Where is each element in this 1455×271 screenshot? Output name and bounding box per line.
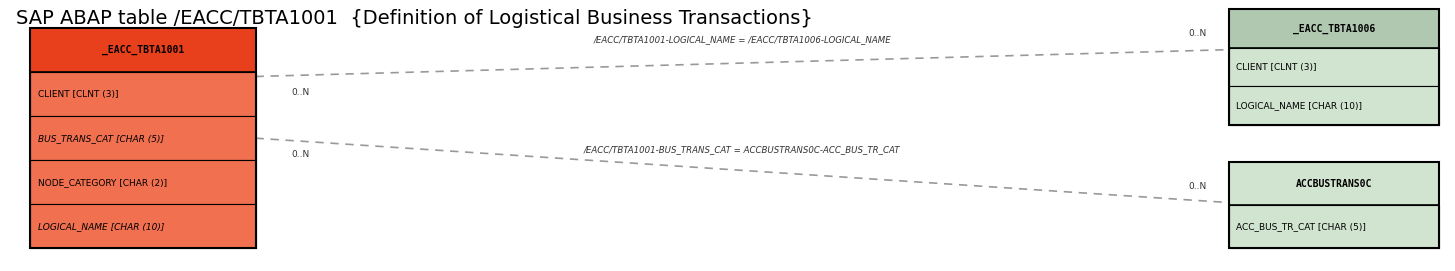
Text: CLIENT [CLNT (3)]: CLIENT [CLNT (3)] xyxy=(1235,63,1317,72)
Bar xyxy=(1228,162,1439,205)
Bar xyxy=(1228,9,1439,48)
Text: 0..N: 0..N xyxy=(292,88,310,97)
Bar xyxy=(1228,162,1439,248)
Bar xyxy=(31,116,256,160)
Text: LOGICAL_NAME [CHAR (10)]: LOGICAL_NAME [CHAR (10)] xyxy=(1235,101,1362,110)
Text: ACC_BUS_TR_CAT [CHAR (5)]: ACC_BUS_TR_CAT [CHAR (5)] xyxy=(1235,222,1366,231)
Text: /EACC/TBTA1001-LOGICAL_NAME = /EACC/TBTA1006-LOGICAL_NAME: /EACC/TBTA1001-LOGICAL_NAME = /EACC/TBTA… xyxy=(594,35,890,44)
Bar xyxy=(1228,205,1439,248)
Text: BUS_TRANS_CAT [CHAR (5)]: BUS_TRANS_CAT [CHAR (5)] xyxy=(38,134,164,143)
Bar xyxy=(31,160,256,204)
Bar xyxy=(1228,9,1439,125)
Bar xyxy=(31,28,256,72)
Text: 0..N: 0..N xyxy=(292,150,310,159)
Bar xyxy=(1228,86,1439,125)
Bar xyxy=(31,28,256,248)
Text: ACCBUSTRANS0C: ACCBUSTRANS0C xyxy=(1295,179,1372,189)
Bar xyxy=(31,204,256,248)
Text: /EACC/TBTA1001-BUS_TRANS_CAT = ACCBUSTRANS0C-ACC_BUS_TR_CAT: /EACC/TBTA1001-BUS_TRANS_CAT = ACCBUSTRA… xyxy=(583,145,901,154)
Text: 0..N: 0..N xyxy=(1189,29,1206,38)
Text: _EACC_TBTA1006: _EACC_TBTA1006 xyxy=(1292,24,1375,34)
Text: SAP ABAP table /EACC/TBTA1001  {Definition of Logistical Business Transactions}: SAP ABAP table /EACC/TBTA1001 {Definitio… xyxy=(16,9,813,28)
Text: NODE_CATEGORY [CHAR (2)]: NODE_CATEGORY [CHAR (2)] xyxy=(38,178,167,187)
Bar xyxy=(31,72,256,116)
Text: _EACC_TBTA1001: _EACC_TBTA1001 xyxy=(102,45,185,55)
Text: CLIENT [CLNT (3)]: CLIENT [CLNT (3)] xyxy=(38,90,118,99)
Text: 0..N: 0..N xyxy=(1189,182,1206,191)
Text: LOGICAL_NAME [CHAR (10)]: LOGICAL_NAME [CHAR (10)] xyxy=(38,222,164,231)
Bar xyxy=(1228,48,1439,86)
